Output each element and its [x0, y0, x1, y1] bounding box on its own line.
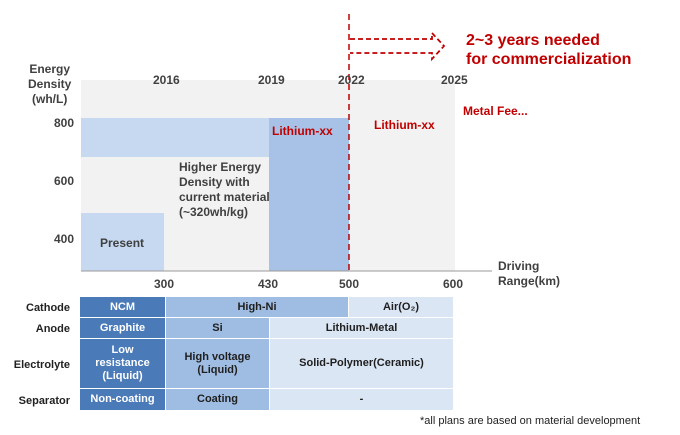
x-axis-title-line: Range(km): [498, 274, 561, 288]
present-region: [81, 213, 164, 271]
cell-electrolyte-solid-polymer: Solid-Polymer(Ceramic): [270, 339, 454, 389]
cell-cathode-air: Air(O₂): [349, 297, 454, 318]
y-axis-title-line: Energy: [29, 62, 71, 76]
row-label-electrolyte: Electrolyte: [13, 359, 70, 371]
x-axis-title-line: Driving: [498, 259, 540, 273]
cell-anode-lithium-metal: Lithium-Metal: [270, 318, 454, 339]
y-axis-title: Energy Density (wh/L): [28, 62, 71, 107]
cell-electrolyte-low-resistance: Low resistance (Liquid): [80, 339, 166, 389]
commercialization-note-line: for commercialization: [466, 51, 632, 68]
metal-label: Metal Fee...: [463, 104, 528, 118]
x-tick: 500: [339, 277, 360, 291]
cell-anode-graphite: Graphite: [80, 318, 166, 339]
footnote: *all plans are based on material develop…: [420, 415, 641, 427]
lithium-column: [269, 118, 349, 271]
cell-separator-non-coating: Non-coating: [80, 389, 166, 411]
lithium-label-2: Lithium-xx: [374, 118, 435, 132]
commercialization-arrow: [350, 30, 446, 62]
y-tick: 400: [54, 232, 75, 246]
x-tick: 600: [443, 277, 464, 291]
higher-energy-line: (~320wh/kg): [179, 205, 249, 219]
cell-separator-dash: -: [270, 389, 454, 411]
row-label-anode: Anode: [35, 323, 70, 335]
x-tick: 300: [154, 277, 175, 291]
commercialization-note: 2~3 years needed for commercialization: [466, 31, 631, 69]
cell-cathode-high-ni: High-Ni: [166, 297, 349, 318]
y-axis-title-line: (wh/L): [32, 92, 68, 106]
cell-cathode-ncm: NCM: [80, 297, 166, 318]
higher-energy-line: Higher Energy: [179, 160, 262, 174]
higher-energy-line: current material: [179, 190, 270, 204]
year-label: 2016: [153, 73, 180, 87]
lithium-label-1: Lithium-xx: [272, 124, 333, 138]
x-tick: 430: [258, 277, 279, 291]
higher-energy-label: Higher Energy Density with current mater…: [179, 160, 270, 220]
year-label: 2022: [338, 73, 365, 87]
cell-electrolyte-high-voltage: High voltage (Liquid): [166, 339, 270, 389]
x-axis-title: Driving Range(km): [498, 259, 560, 289]
cell-separator-coating: Coating: [166, 389, 270, 411]
higher-energy-line: Density with: [179, 175, 250, 189]
year-label: 2025: [441, 73, 468, 87]
roadmap-chart: [81, 14, 492, 272]
y-tick: 600: [54, 174, 75, 188]
cell-anode-si: Si: [166, 318, 270, 339]
y-tick: 800: [54, 116, 75, 130]
y-axis-title-line: Density: [28, 77, 72, 91]
commercialization-note-line: 2~3 years needed: [466, 32, 600, 49]
present-label: Present: [100, 236, 145, 250]
row-label-separator: Separator: [18, 395, 70, 407]
row-label-cathode: Cathode: [26, 302, 70, 314]
year-label: 2019: [258, 73, 285, 87]
